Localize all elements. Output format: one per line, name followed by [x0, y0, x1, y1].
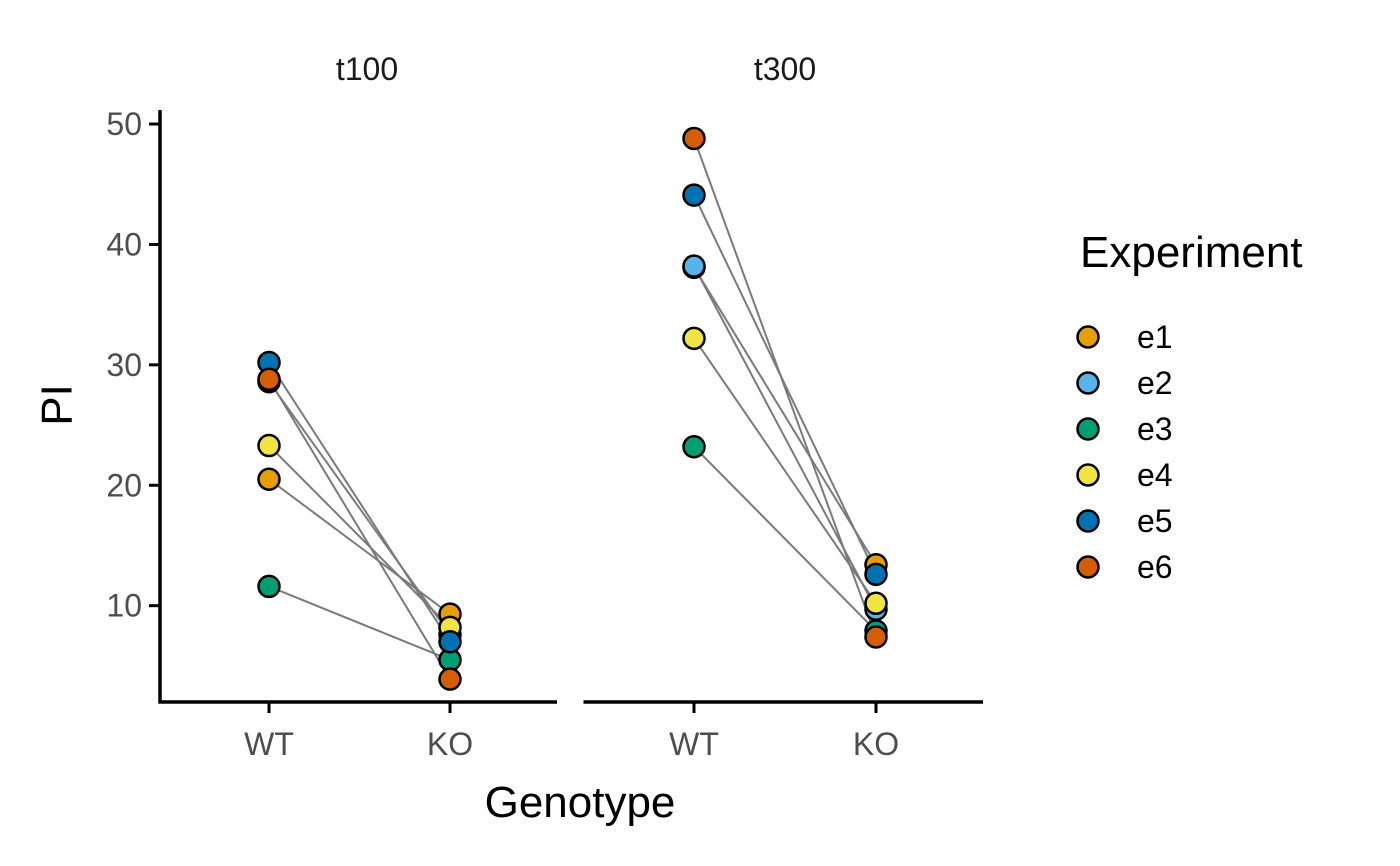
- pair-line-e6: [693, 138, 877, 638]
- pair-line-e4: [693, 337, 877, 604]
- pair-line-e2: [268, 381, 451, 636]
- y-tick-label: 30: [106, 347, 142, 383]
- legend-title: Experiment: [1080, 228, 1303, 277]
- legend-label-e4: e4: [1137, 457, 1173, 493]
- legend: Experiment e1 e2 e3 e4 e5 e6: [1076, 228, 1303, 585]
- point-e1-WT: [257, 467, 281, 491]
- pair-line-e5: [268, 361, 451, 643]
- y-tick-label: 40: [106, 226, 142, 262]
- x-axis-title: Genotype: [485, 778, 676, 827]
- facets: t100 10 20 30 40 50 WT KO t300 WT KO: [106, 51, 983, 762]
- legend-label-e5: e5: [1137, 503, 1173, 539]
- point-e5-KO: [864, 562, 888, 587]
- pair-line-e1: [268, 478, 451, 615]
- point-e6-KO: [438, 667, 462, 691]
- legend-key-e6: [1076, 555, 1100, 579]
- point-e5-WT: [682, 183, 706, 207]
- facet-t100: t100 10 20 30 40 50 WT KO: [106, 51, 557, 762]
- legend-key-e4: [1076, 463, 1100, 487]
- legend-label-e2: e2: [1137, 365, 1173, 401]
- legend-key-e3: [1076, 417, 1100, 441]
- x-tick-label: WT: [669, 726, 719, 762]
- facet-title: t300: [754, 51, 816, 87]
- legend-key-e5: [1076, 509, 1100, 533]
- legend-label-e3: e3: [1137, 411, 1173, 447]
- pair-line-e1: [693, 266, 877, 566]
- y-tick-label: 50: [106, 106, 142, 142]
- legend-key-e1: [1076, 325, 1100, 349]
- point-e4-WT: [257, 433, 281, 458]
- point-e6-KO: [864, 625, 888, 649]
- x-tick-label: KO: [853, 726, 899, 762]
- legend-label-e1: e1: [1137, 319, 1173, 355]
- point-e5-KO: [438, 630, 462, 654]
- y-axis-title: PI: [33, 384, 82, 426]
- point-e6-WT: [257, 367, 281, 392]
- point-e3-WT: [257, 574, 281, 599]
- facet-title: t100: [336, 51, 398, 87]
- legend-items: e1 e2 e3 e4 e5 e6: [1076, 319, 1173, 585]
- y-tick-label: 10: [106, 588, 142, 624]
- pair-line-e3: [268, 585, 451, 661]
- point-e4-KO: [864, 591, 888, 616]
- y-tick-label: 20: [106, 467, 142, 503]
- pair-line-e2: [693, 265, 877, 610]
- x-tick-label: KO: [427, 726, 473, 762]
- point-e4-WT: [682, 326, 706, 351]
- legend-label-e6: e6: [1137, 549, 1173, 585]
- pair-line-e6: [268, 378, 451, 680]
- point-e3-WT: [682, 434, 706, 459]
- x-tick-label: WT: [244, 726, 294, 762]
- pair-line-e5: [693, 194, 877, 575]
- legend-key-e2: [1076, 371, 1100, 395]
- pair-line-e3: [693, 446, 877, 632]
- facet-t300: t300 WT KO: [583, 51, 983, 762]
- point-e6-WT: [682, 126, 706, 151]
- point-e2-WT: [682, 254, 706, 278]
